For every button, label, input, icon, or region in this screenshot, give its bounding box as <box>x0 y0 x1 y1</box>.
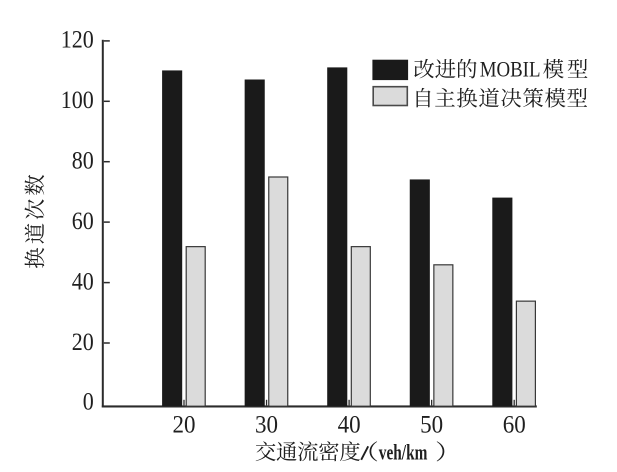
svg-text:30: 30 <box>255 410 278 439</box>
svg-text:50: 50 <box>420 410 443 439</box>
svg-text:20: 20 <box>72 327 94 356</box>
svg-text:MOBIL: MOBIL <box>480 58 541 82</box>
svg-text:60: 60 <box>72 206 94 235</box>
svg-text:20: 20 <box>173 410 196 439</box>
svg-text:100: 100 <box>61 85 94 114</box>
svg-text:veh/km: veh/km <box>379 440 428 465</box>
svg-text:60: 60 <box>503 410 526 439</box>
svg-text:80: 80 <box>72 146 94 175</box>
svg-text:120: 120 <box>61 25 94 54</box>
svg-text:0: 0 <box>83 386 94 415</box>
svg-text:40: 40 <box>72 266 94 295</box>
svg-text:40: 40 <box>338 410 361 439</box>
